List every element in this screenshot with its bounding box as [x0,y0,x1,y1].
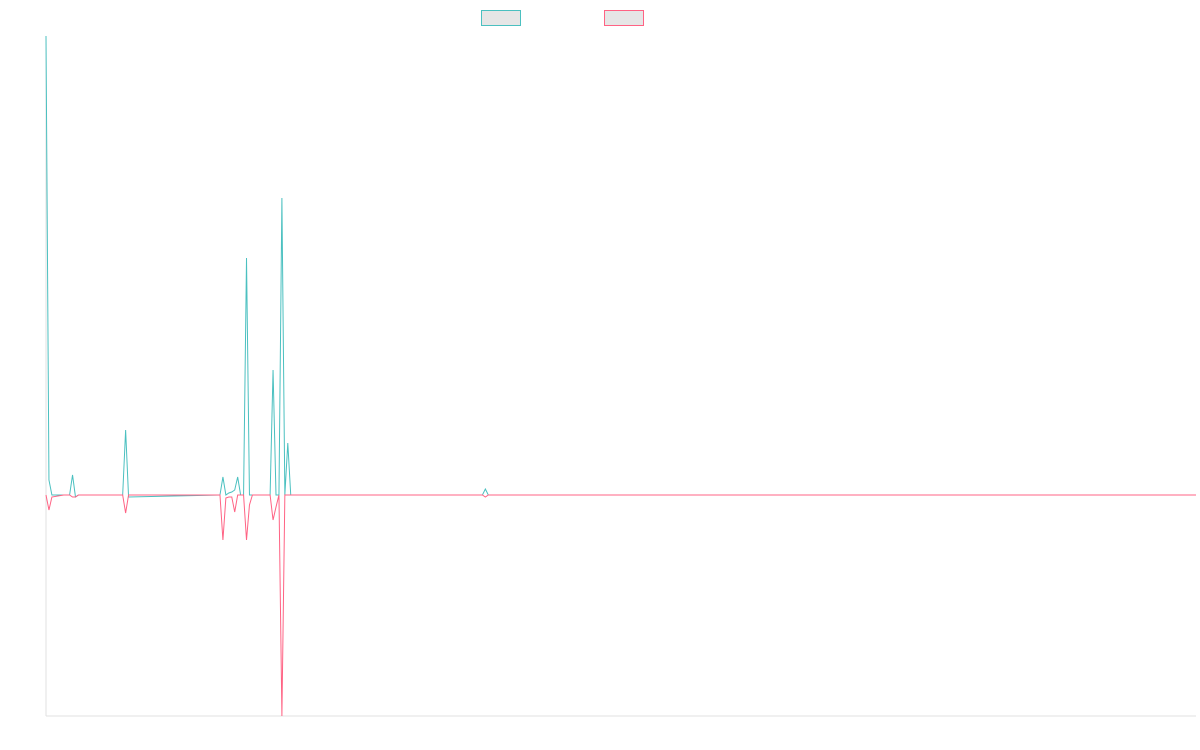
legend-swatch [604,10,644,26]
legend-swatch [481,10,521,26]
series-line [45,35,1196,498]
series-line [45,494,1196,717]
